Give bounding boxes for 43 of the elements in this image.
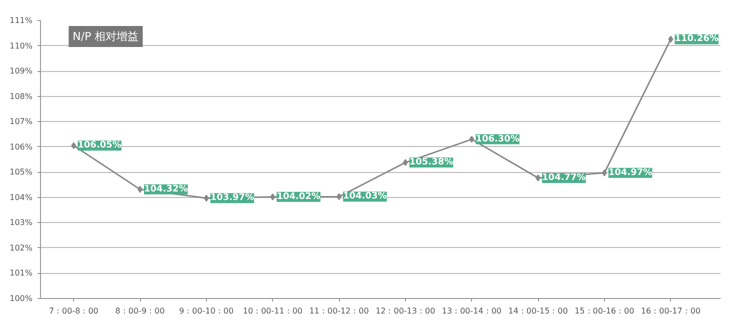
y-tick-label: 107% xyxy=(10,117,33,126)
y-tick-label: 108% xyxy=(10,92,33,101)
y-tick-label: 110% xyxy=(10,41,33,50)
x-tick-label: 10：00-11：00 xyxy=(242,306,302,316)
x-tick-label: 9：00-10：00 xyxy=(179,306,234,316)
y-tick-label: 101% xyxy=(10,268,33,278)
point xyxy=(71,142,76,150)
x-tick-label: 13：00-14：00 xyxy=(442,306,502,316)
point xyxy=(138,186,143,193)
point xyxy=(336,193,342,200)
y-tick-label: 105% xyxy=(10,168,33,177)
x-tick-label: 16：00-17：00 xyxy=(640,306,701,316)
data-label: 104.32% xyxy=(144,184,188,194)
x-tick-label: 11：00-12：00 xyxy=(309,306,369,316)
data-label: 104.02% xyxy=(276,192,320,202)
point xyxy=(536,174,541,182)
data-label: 104.77% xyxy=(542,172,586,183)
text: N/P 相对增益 xyxy=(72,30,139,43)
y-tick-label: 100% xyxy=(10,294,33,303)
point xyxy=(668,36,674,43)
data-label: 104.03% xyxy=(343,192,387,202)
y-tick-label: 102% xyxy=(10,243,33,252)
data-label: 110.26% xyxy=(674,34,718,44)
y-tick-label: 111% xyxy=(10,16,33,25)
point xyxy=(204,194,209,202)
x-tick-label: 15：00-16：00 xyxy=(574,306,634,316)
y-tick-label: 103% xyxy=(10,218,33,228)
point xyxy=(402,159,408,166)
data-label: 104.97% xyxy=(608,168,652,178)
x-tick-label: 8：00-9：00 xyxy=(115,306,165,316)
point xyxy=(602,169,607,176)
data-label: 106.30% xyxy=(476,134,520,144)
data-label: 106.05% xyxy=(78,140,122,151)
y-tick-label: 106% xyxy=(10,142,33,152)
data-label: 105.38% xyxy=(409,158,454,168)
point xyxy=(270,193,276,200)
data-label: 103.97% xyxy=(210,193,254,204)
y-tick-label: 109% xyxy=(10,66,33,76)
x-tick-label: 12：00-13：00 xyxy=(376,306,436,316)
y-tick-label: 104% xyxy=(10,192,33,202)
x-tick-label: 7：00-8：00 xyxy=(48,306,98,316)
point xyxy=(469,136,474,143)
x-tick-label: 14：00-15：00 xyxy=(508,306,568,316)
